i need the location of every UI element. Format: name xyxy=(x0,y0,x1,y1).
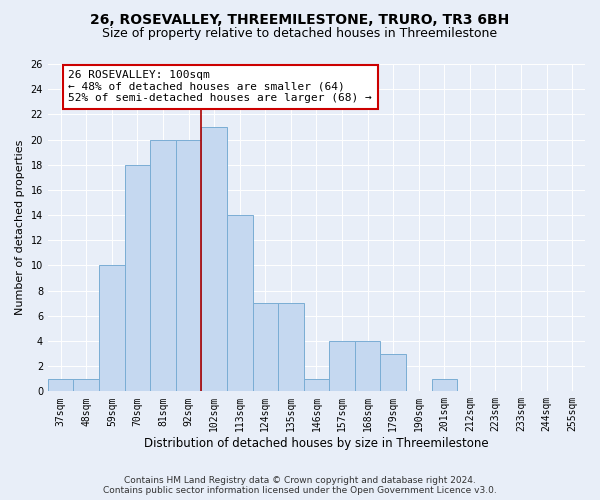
Y-axis label: Number of detached properties: Number of detached properties xyxy=(15,140,25,316)
Bar xyxy=(150,140,176,392)
Bar xyxy=(278,303,304,392)
Text: Size of property relative to detached houses in Threemilestone: Size of property relative to detached ho… xyxy=(103,28,497,40)
Bar xyxy=(202,127,227,392)
X-axis label: Distribution of detached houses by size in Threemilestone: Distribution of detached houses by size … xyxy=(144,437,489,450)
Bar xyxy=(355,341,380,392)
Bar xyxy=(253,303,278,392)
Bar xyxy=(304,378,329,392)
Bar xyxy=(48,378,73,392)
Bar xyxy=(380,354,406,392)
Text: 26 ROSEVALLEY: 100sqm
← 48% of detached houses are smaller (64)
52% of semi-deta: 26 ROSEVALLEY: 100sqm ← 48% of detached … xyxy=(68,70,372,104)
Bar xyxy=(227,215,253,392)
Bar xyxy=(329,341,355,392)
Bar xyxy=(176,140,202,392)
Bar xyxy=(73,378,99,392)
Bar xyxy=(125,164,150,392)
Bar xyxy=(431,378,457,392)
Text: 26, ROSEVALLEY, THREEMILESTONE, TRURO, TR3 6BH: 26, ROSEVALLEY, THREEMILESTONE, TRURO, T… xyxy=(91,12,509,26)
Text: Contains HM Land Registry data © Crown copyright and database right 2024.
Contai: Contains HM Land Registry data © Crown c… xyxy=(103,476,497,495)
Bar xyxy=(99,266,125,392)
